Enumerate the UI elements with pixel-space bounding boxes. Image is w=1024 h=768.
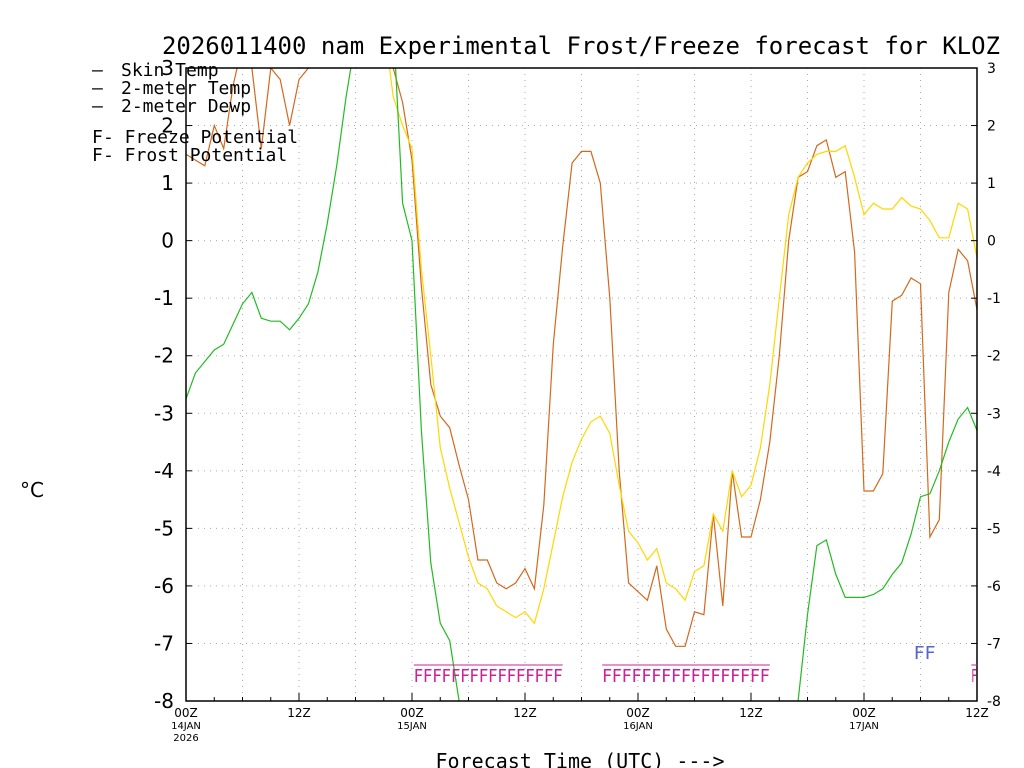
y-tick-label-right: -7	[987, 636, 1001, 652]
y-tick-label: -6	[154, 574, 174, 598]
x-tick-label: 12Z	[513, 706, 537, 720]
y-tick-label-right: -2	[987, 349, 1001, 365]
legend-swatch: —	[92, 60, 103, 81]
series-line-2-meter-dewp	[186, 68, 977, 701]
potential-run-text: FF	[914, 643, 936, 664]
legend-swatch: —	[92, 78, 103, 99]
x-tick-label: 00Z	[174, 706, 198, 720]
potential-run-text: F	[971, 666, 977, 687]
x-axis-label: Forecast Time (UTC) --->	[436, 749, 725, 768]
plot-frame	[185, 67, 978, 702]
x-tick-date: 15JAN	[397, 721, 427, 732]
x-tick-label: 12Z	[287, 706, 311, 720]
y-tick-label: 2	[161, 114, 174, 138]
legend-potential-label: - Freeze Potential	[103, 127, 298, 148]
y-tick-label-right: -6	[987, 579, 1001, 595]
y-tick-label-right: -8	[987, 694, 1001, 710]
legend-swatch: —	[92, 96, 103, 117]
potential-run-text: FFFFFFFFFFFFFFFF	[414, 666, 563, 687]
y-axis-right: -8 -7 -6 -5 -4 -3 -2 -1 0 1 2 3	[971, 61, 1001, 710]
x-tick-label: 00Z	[400, 706, 424, 720]
y-tick-label: -1	[154, 286, 174, 310]
y-tick-label: -4	[154, 459, 174, 483]
legend: — Skin Temp — 2-meter Temp — 2-meter Dewp F - …	[92, 60, 298, 166]
y-tick-label: 1	[161, 171, 174, 195]
x-tick-date: 17JAN	[849, 721, 879, 732]
y-tick-label: 0	[161, 229, 174, 253]
y-tick-label: -5	[154, 516, 174, 540]
legend-potential-letter: F	[92, 145, 103, 166]
freeze-potential-marks: FFFFFFFFFFFFFFFF FFFFFFFFFFFFFFFFF FFF	[413, 643, 977, 687]
y-tick-label: -3	[154, 401, 174, 425]
y-tick-label-right: 2	[987, 119, 996, 135]
x-tick-date: 16JAN	[623, 721, 653, 732]
x-tick-label: 00Z	[852, 706, 876, 720]
y-axis-left: -8 -7 -6 -5 -4 -3 -2 -1 0 1 2 3	[154, 56, 192, 713]
x-tick-label: 12Z	[965, 706, 989, 720]
y-tick-label: -7	[154, 631, 174, 655]
legend-potential-letter: F	[92, 127, 103, 148]
series-lines	[186, 68, 977, 701]
grid	[186, 68, 977, 701]
x-tick-date: 14JAN	[171, 721, 201, 732]
y-axis-label: °C	[20, 478, 44, 502]
series-line-skin-temp	[186, 68, 977, 647]
y-tick-label-right: -1	[987, 291, 1001, 307]
y-tick-label-right: 0	[987, 234, 996, 250]
series-line-2-meter-temp	[388, 68, 977, 625]
legend-label: 2-meter Temp	[121, 78, 251, 99]
x-tick-label: 12Z	[739, 706, 763, 720]
y-tick-label-right: -4	[987, 464, 1001, 480]
y-tick-label: -8	[154, 689, 174, 713]
legend-potential-label: - Frost Potential	[103, 145, 287, 166]
legend-label: 2-meter Dewp	[121, 96, 251, 117]
x-tick-year: 2026	[173, 733, 198, 744]
y-tick-label-right: -3	[987, 406, 1001, 422]
potential-run-text: FFFFFFFFFFFFFFFFF	[602, 666, 770, 687]
legend-label: Skin Temp	[121, 60, 219, 81]
x-tick-label: 00Z	[626, 706, 650, 720]
y-tick-label-right: -5	[987, 521, 1001, 537]
y-tick-label: 3	[161, 56, 174, 80]
y-tick-label: -2	[154, 344, 174, 368]
y-tick-label-right: 1	[987, 176, 996, 192]
y-tick-label-right: 3	[987, 61, 996, 77]
chart-title: 2026011400 nam Experimental Frost/Freeze…	[162, 32, 1000, 60]
